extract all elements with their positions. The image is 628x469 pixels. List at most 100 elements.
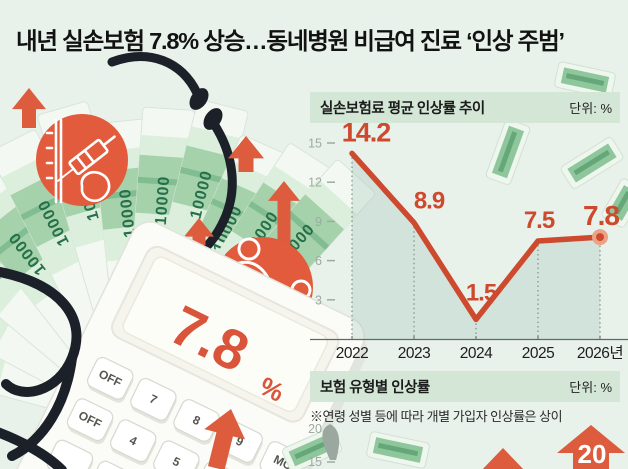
stethoscope-tube [0,427,67,469]
banknote-stripe [179,166,232,186]
calculator-key-label: OFF [96,367,124,390]
banknote-body [158,143,333,373]
stethoscope-earpiece [189,88,209,110]
banknote-band [288,433,336,467]
key-shadow [67,402,114,445]
banknote: 10000 [0,245,109,403]
type-chart-note: ※연령 성별 등에 따라 개별 가입자 인상률은 상이 [310,409,563,424]
banknote-stripe [614,191,628,215]
banknote-band [214,165,318,287]
banknote-band [608,185,628,221]
banknote-stripe [210,198,261,225]
icon-circle [36,114,128,206]
banknote-denomination: 10000 [210,203,246,255]
banknote-body [125,106,196,353]
banknote-denomination: 10000 [117,188,139,239]
x-axis-label: 2025 [522,345,554,362]
falling-banknote [560,137,624,189]
banknote-denomination: 10000 [187,169,215,221]
key-shadow [88,361,134,403]
up-arrow-icon [204,409,246,469]
end-marker-inner [596,233,604,242]
page-title: 내년 실손보험 7.8% 상승…동네병원 비급여 진료 ‘인상 주범’ [16,28,565,54]
banknote-body [0,245,109,403]
banknote-body [485,119,531,185]
banknote-denomination: 10000 [0,244,4,289]
banknote-band-dark [97,166,155,230]
falling-banknote [366,431,430,469]
banknote-band [372,437,424,463]
value-label: 1.5 [466,279,497,306]
key-shadow [154,444,200,469]
banknote-body [601,178,628,228]
y-tick-label: 3 [315,293,322,307]
banknote-stripe [99,188,152,200]
banknote-band [0,257,18,355]
up-arrow-icon [268,181,300,248]
type-chart-title: 보험 유형별 인상률 [320,380,430,396]
stethoscope [107,52,237,265]
calculator-shadow [6,235,368,469]
calculator-key [130,377,177,421]
banknote: 10000 [0,166,132,378]
calculator-key [196,461,243,469]
banknote-body [281,427,343,469]
banknote-body [168,159,375,382]
banknote-denomination: 10000 [153,175,173,226]
massage-icon [213,237,313,337]
area-fill [352,153,600,339]
banknote-band [0,315,10,395]
type-chart-unit: 단위: % [569,380,612,395]
leaf-shape [322,424,340,460]
banknote-stripe [286,210,330,251]
value-label: 8.9 [414,188,445,215]
banknote: 10000 [0,188,120,390]
banknote-denomination: 10000 [35,197,73,249]
falling-banknote [601,178,628,228]
key-shadow [47,443,94,469]
calculator-key [66,398,114,442]
banknote-band [185,159,278,282]
banknote: 10000 [125,106,196,353]
banknote-band-dark [172,145,238,215]
patient-head [290,279,312,301]
calculator-key-label: OFF [76,408,104,431]
banknote-band [94,146,159,262]
banknote: 10000 [0,129,144,368]
banknote-stripe [0,220,38,257]
banknote-denomination: 10000 [241,208,282,259]
calculator-key-label: 7 [147,392,159,408]
key-shadow [174,403,220,445]
banknote-band [133,134,193,249]
syringe-needle [56,167,75,182]
x-axis-label: 2022 [336,345,368,362]
stethoscope-tube [7,353,77,461]
syringe-art [45,118,116,204]
calculator-key [216,420,263,463]
banknote-denomination: 10000 [6,229,50,278]
calculator-key [109,419,157,463]
x-axis-label: 2024 [460,345,493,362]
banknote-denomination: 10000 [273,221,319,269]
banknote-stripe [565,73,605,86]
banknote: 10000 [168,159,375,382]
hand-fist [80,170,111,203]
key-shadow [260,445,306,469]
banknote-band [164,126,242,246]
banknote: 10000 [91,118,168,354]
banknote: 10000 [37,101,157,359]
calculator-key [259,441,307,469]
banknote-band [0,187,77,306]
banknote-band [0,205,32,317]
calculator-display [122,256,328,413]
banknote-band [44,127,126,248]
banknote-stripe [137,176,190,187]
stethoscope-loop [0,267,82,397]
banknote-body [0,129,144,368]
banknote-body [0,166,132,378]
syringe-barrel [68,138,109,176]
banknote-band [245,179,358,297]
x-axis-label: 2023 [398,345,430,362]
calculator-key [86,356,134,400]
